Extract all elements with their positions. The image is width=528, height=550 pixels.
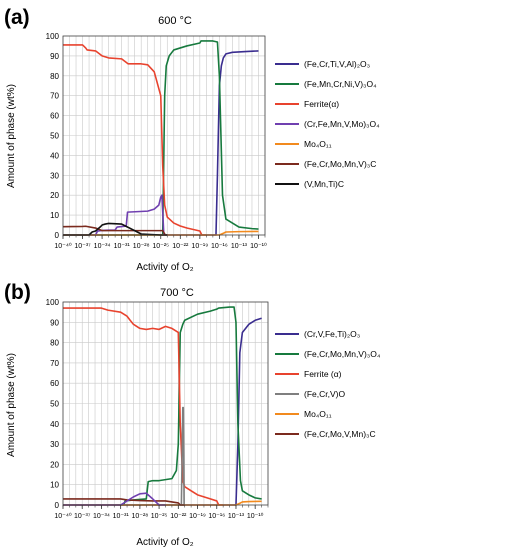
y-tick-label: 70 xyxy=(50,92,59,101)
series-line xyxy=(63,307,224,506)
y-tick-label: 30 xyxy=(50,440,59,449)
series-line xyxy=(63,40,259,236)
series-line xyxy=(63,306,262,506)
x-tick-label: 10⁻¹⁹ xyxy=(189,513,206,520)
x-tick-label: 10⁻¹⁶ xyxy=(211,243,228,250)
panel-label-b: (b) xyxy=(4,281,31,304)
legend-label: (Fe,Mn,Cr,Ni,V)₃O₄ xyxy=(304,79,377,89)
grid xyxy=(62,35,266,236)
series-line xyxy=(63,44,207,236)
y-tick-label: 60 xyxy=(50,379,59,388)
legend-label: Mo₄O₁₁ xyxy=(304,139,332,149)
x-ticks: 10⁻⁴⁰ 10⁻³⁷ 10⁻³⁴ 10⁻³¹ 10⁻²⁸ 10⁻²⁵ 10⁻²² 10⁻¹⁹… xyxy=(54,235,267,250)
x-tick-label: 10⁻³⁷ xyxy=(74,513,91,520)
x-tick-label: 10⁻²⁵ xyxy=(151,513,168,520)
chart-title: 700 °C xyxy=(160,287,194,299)
legend-label: (Cr,Fe,Mn,V,Mo)₃O₄ xyxy=(304,119,380,129)
y-tick-label: 30 xyxy=(50,171,59,180)
x-tick-label: 10⁻¹⁰ xyxy=(250,242,267,250)
legend-label: Mo₄O₁₁ xyxy=(304,409,332,419)
x-tick-label: 10⁻²⁸ xyxy=(131,513,148,520)
y-tick-label: 50 xyxy=(50,132,59,141)
x-tick-label: 10⁻³¹ xyxy=(114,243,131,250)
y-tick-label: 0 xyxy=(55,501,60,510)
panel-label-a: (a) xyxy=(4,6,30,29)
y-axis-label: Amount of phase (wt%) xyxy=(6,353,17,457)
x-tick-label: 10⁻³⁷ xyxy=(74,243,91,250)
x-tick-label: 10⁻³⁴ xyxy=(94,243,111,250)
series-line xyxy=(63,498,185,506)
legend-label: (Fe,Cr,Mo,Mn,V)₃C xyxy=(304,159,376,169)
y-tick-label: 20 xyxy=(50,191,59,200)
y-axis-label: Amount of phase (wt%) xyxy=(6,84,17,188)
legend-label: (Fe,Cr,Ti,V,Al)₂O₃ xyxy=(304,59,370,69)
y-tick-label: 90 xyxy=(50,52,59,61)
y-tick-label: 100 xyxy=(46,298,60,307)
series-group xyxy=(63,306,262,506)
series-line xyxy=(63,317,262,506)
series-line xyxy=(63,50,259,236)
x-tick-label: 10⁻¹³ xyxy=(231,243,248,250)
y-tick-label: 90 xyxy=(50,318,59,327)
legend-label: (Fe,Cr,V)O xyxy=(304,389,345,399)
y-ticks: 0 10 20 30 40 50 60 70 80 90 100 xyxy=(46,32,60,240)
legend-label: (Fe,Cr,Mo,Mn,V)₃O₄ xyxy=(304,349,381,359)
x-tick-label: 10⁻³⁴ xyxy=(93,513,110,520)
chart-title: 600 °C xyxy=(158,15,192,27)
x-tick-label: 10⁻⁴⁰ xyxy=(54,242,71,250)
x-tick-label: 10⁻¹⁰ xyxy=(247,512,264,520)
y-tick-label: 100 xyxy=(46,32,60,41)
chart-700c: 700 °C 10⁻⁴⁰ 10⁻³⁷ 10⁻³⁴ 10⁻³¹ 10⁻²⁸ 10⁻²⁵ 10⁻… xyxy=(6,287,381,548)
y-tick-label: 10 xyxy=(50,481,59,490)
x-tick-label: 10⁻²⁸ xyxy=(133,243,150,250)
y-tick-label: 40 xyxy=(50,151,59,160)
plot-frame xyxy=(62,35,266,236)
y-ticks: 0 10 20 30 40 50 60 70 80 90 100 xyxy=(46,298,60,510)
x-axis-label: Activity of O₂ xyxy=(136,537,193,548)
x-tick-label: 10⁻²² xyxy=(172,243,189,250)
series-group xyxy=(62,40,259,236)
x-axis-label: Activity of O₂ xyxy=(136,262,193,273)
y-tick-label: 0 xyxy=(55,231,60,240)
y-tick-label: 40 xyxy=(50,420,59,429)
series-line xyxy=(62,225,168,236)
legend-label: (Fe,Cr,Mo,V,Mn)₃C xyxy=(304,429,376,439)
series-line xyxy=(63,492,166,506)
x-tick-label: 10⁻¹³ xyxy=(228,513,245,520)
series-line xyxy=(63,406,186,506)
y-tick-label: 70 xyxy=(50,359,59,368)
x-tick-label: 10⁻³¹ xyxy=(113,513,130,520)
x-ticks: 10⁻⁴⁰ 10⁻³⁷ 10⁻³⁴ 10⁻³¹ 10⁻²⁸ 10⁻²⁵ 10⁻²² 10⁻¹⁹… xyxy=(54,505,269,520)
x-tick-label: 10⁻¹⁶ xyxy=(208,513,225,520)
y-tick-label: 20 xyxy=(50,460,59,469)
legend-label: (V,Mn,Ti)C xyxy=(304,179,344,189)
x-tick-label: 10⁻¹⁹ xyxy=(191,243,208,250)
legend-label: Ferrite(α) xyxy=(304,99,339,109)
series-line xyxy=(63,194,168,236)
series-line xyxy=(63,222,168,236)
y-tick-label: 80 xyxy=(50,72,59,81)
x-tick-label: 10⁻⁴⁰ xyxy=(54,512,71,520)
y-tick-label: 50 xyxy=(50,400,59,409)
legend: (Fe,Cr,Ti,V,Al)₂O₃ (Fe,Mn,Cr,Ni,V)₃O₄ Ferr… xyxy=(275,59,380,189)
legend: (Cr,V,Fe,Ti)₂O₃ (Fe,Cr,Mo,Mn,V)₃O₄ Ferrite… xyxy=(275,329,381,439)
y-tick-label: 10 xyxy=(50,211,59,220)
legend-label: Ferrite (α) xyxy=(304,369,342,379)
y-tick-label: 60 xyxy=(50,112,59,121)
x-tick-label: 10⁻²⁵ xyxy=(152,243,169,250)
x-tick-label: 10⁻²² xyxy=(170,513,187,520)
legend-label: (Cr,V,Fe,Ti)₂O₃ xyxy=(304,329,360,339)
y-tick-label: 80 xyxy=(50,339,59,348)
chart-600c: 600 °C 10⁻⁴⁰ 10⁻³⁷ 10⁻³⁴ 10⁻³¹ 10⁻²⁸ 10⁻²⁵ 10⁻… xyxy=(6,15,380,273)
